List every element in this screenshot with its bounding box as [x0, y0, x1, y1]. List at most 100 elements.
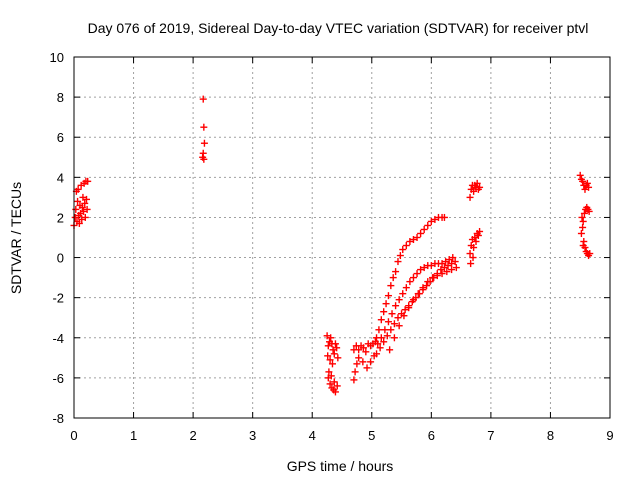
data-point — [427, 262, 435, 270]
data-point — [74, 197, 82, 205]
data-point — [579, 223, 587, 231]
data-point — [324, 342, 332, 350]
x-tick-label: 5 — [368, 428, 375, 443]
data-point — [387, 282, 395, 290]
x-tick-label: 2 — [189, 428, 196, 443]
data-point — [420, 264, 428, 272]
data-point — [413, 270, 421, 278]
data-point — [444, 262, 452, 270]
data-point — [331, 388, 339, 396]
data-point — [476, 227, 484, 235]
data-point — [579, 242, 587, 250]
data-point — [406, 238, 414, 246]
data-point — [75, 219, 83, 227]
data-point — [401, 306, 409, 314]
data-point — [200, 123, 208, 131]
data-point — [409, 236, 417, 244]
data-point — [437, 266, 445, 274]
data-point — [362, 348, 370, 356]
data-point — [355, 346, 363, 354]
data-point — [429, 274, 437, 282]
data-point — [376, 344, 384, 352]
data-point — [353, 360, 361, 368]
data-point — [452, 264, 460, 272]
data-point — [466, 193, 474, 201]
data-point — [445, 256, 453, 264]
data-point — [384, 318, 392, 326]
data-point — [448, 260, 456, 268]
y-tick-label: -4 — [52, 331, 64, 346]
x-tick-label: 7 — [487, 428, 494, 443]
data-point — [83, 205, 91, 213]
data-point — [355, 354, 363, 362]
data-point — [380, 338, 388, 346]
x-tick-label: 0 — [70, 428, 77, 443]
data-point — [420, 225, 428, 233]
grid-layer — [74, 57, 610, 418]
data-point — [442, 258, 450, 266]
data-point — [199, 153, 207, 161]
data-point — [471, 234, 479, 241]
data-point — [581, 185, 589, 193]
data-point — [326, 356, 334, 364]
data-point — [440, 213, 448, 221]
x-tick-label: 1 — [130, 428, 137, 443]
data-point — [451, 258, 459, 266]
data-point — [331, 340, 339, 348]
data-point — [394, 314, 402, 322]
data-point — [81, 199, 89, 207]
data-point — [438, 270, 446, 278]
data-point — [427, 217, 435, 225]
data-point — [578, 213, 586, 221]
data-point — [389, 274, 397, 282]
x-tick-label: 8 — [547, 428, 554, 443]
data-point — [351, 368, 359, 376]
data-point — [469, 254, 477, 262]
data-point — [81, 213, 89, 221]
data-point — [390, 320, 398, 328]
y-tick-label: 2 — [57, 210, 64, 225]
data-point — [392, 268, 400, 276]
data-point — [400, 312, 408, 320]
data-point — [327, 334, 335, 342]
data-point — [474, 231, 482, 239]
data-point — [423, 282, 431, 290]
data-point — [71, 213, 79, 221]
data-point — [470, 244, 478, 252]
data-point — [438, 260, 446, 268]
data-point — [386, 346, 394, 354]
data-point — [433, 272, 441, 280]
data-point — [424, 278, 432, 286]
y-tick-label: 6 — [57, 130, 64, 145]
data-point — [327, 372, 335, 380]
data-point — [419, 284, 427, 292]
data-point — [380, 308, 388, 316]
data-point — [473, 179, 481, 187]
data-point — [325, 368, 333, 376]
data-point — [440, 264, 448, 272]
data-point — [448, 266, 456, 274]
x-tick-label: 9 — [606, 428, 613, 443]
data-point — [74, 185, 82, 193]
data-point — [417, 266, 425, 274]
data-point — [409, 274, 417, 282]
data-point — [388, 310, 396, 318]
data-point — [413, 234, 421, 241]
data-point — [399, 290, 407, 298]
data-point — [399, 246, 407, 254]
data-point — [402, 284, 410, 292]
data-point — [84, 177, 92, 185]
data-point — [323, 332, 331, 340]
data-point — [359, 344, 367, 352]
data-point — [577, 229, 585, 237]
data-point — [373, 350, 381, 358]
data-point — [359, 358, 367, 366]
data-point — [334, 354, 342, 362]
data-point — [576, 171, 584, 179]
data-point — [424, 221, 432, 229]
data-point — [83, 195, 91, 203]
data-point — [586, 250, 594, 258]
data-point — [390, 334, 398, 342]
data-point — [409, 296, 417, 304]
